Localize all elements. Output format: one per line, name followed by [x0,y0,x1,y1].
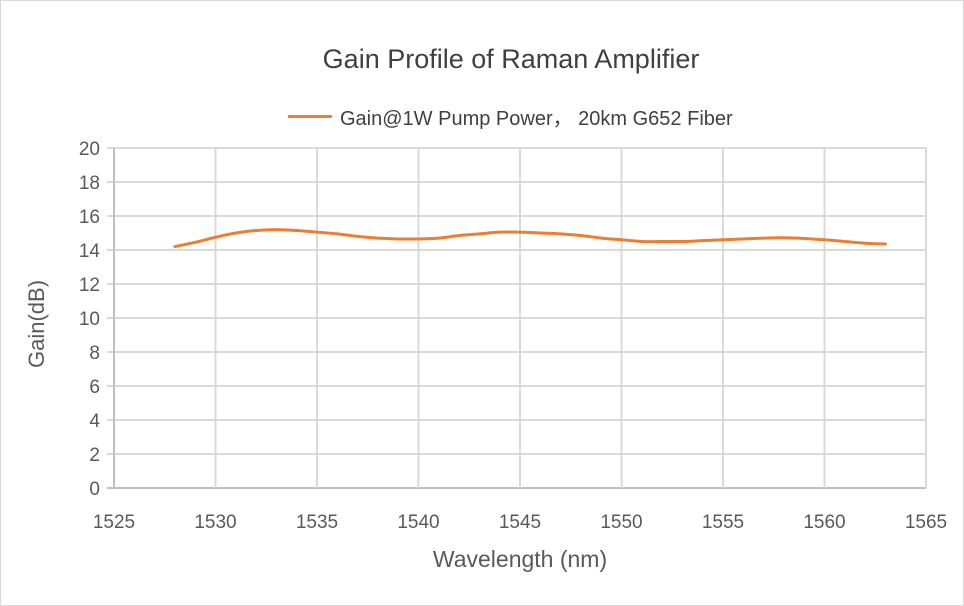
x-tick-label: 1545 [499,512,541,533]
y-tick-label: 8 [89,343,100,364]
x-tick-label: 1530 [194,512,236,533]
y-tick-label: 0 [89,479,100,500]
x-tick-label: 1535 [296,512,338,533]
y-tick-label: 2 [89,445,100,466]
y-tick-label: 12 [79,275,100,296]
y-tick-label: 16 [79,207,100,228]
x-tick-label: 1565 [905,512,947,533]
x-tick-label: 1555 [702,512,744,533]
y-tick-label: 14 [79,241,101,262]
x-tick-label: 1525 [93,512,135,533]
y-axis-label: Gain(dB) [24,279,49,368]
y-tick-label: 18 [79,173,100,194]
x-tick-label: 1540 [397,512,439,533]
legend[interactable]: Gain@1W Pump Power， 20km G652 Fiber [288,102,733,131]
series-line [173,228,887,249]
y-tick-label: 4 [89,411,100,432]
chart-title: Gain Profile of Raman Amplifier [322,44,700,74]
legend-line-icon [288,115,332,118]
y-tick-label: 6 [89,377,100,398]
x-tick-label: 1560 [803,512,845,533]
x-tick-label: 1550 [600,512,642,533]
x-axis-label: Wavelength (nm) [432,546,608,572]
legend-label: Gain@1W Pump Power， 20km G652 Fiber [340,108,733,130]
y-tick-label: 10 [79,309,100,330]
y-tick-label: 20 [79,139,100,160]
